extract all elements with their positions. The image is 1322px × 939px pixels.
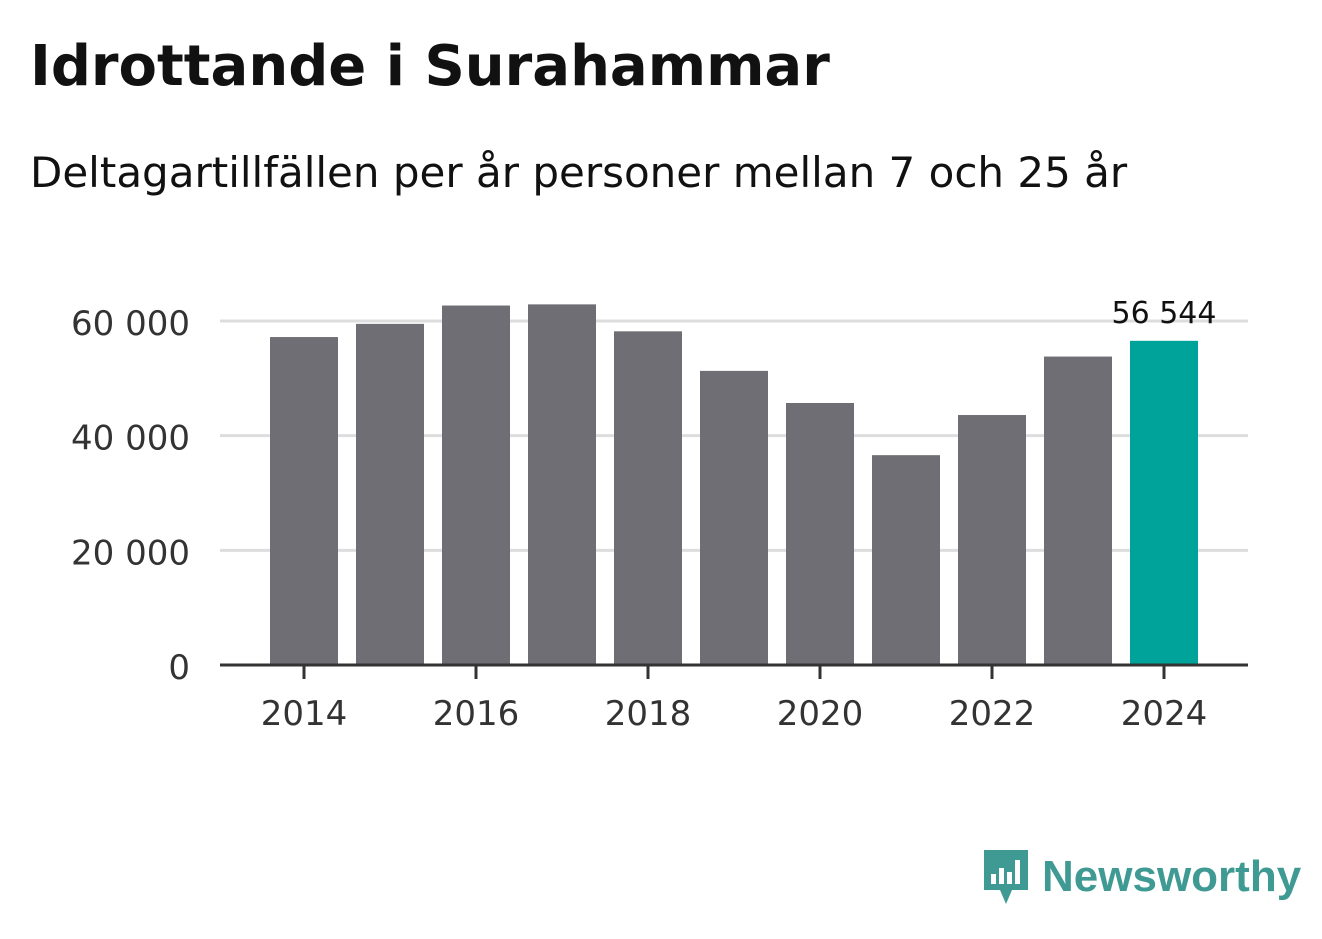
brand-logo: Newsworthy: [980, 846, 1301, 908]
bar: [1130, 340, 1198, 665]
chart-subtitle: Deltagartillfällen per år personer mella…: [30, 148, 1128, 197]
x-tick-label: 2014: [261, 694, 348, 734]
x-tick-label: 2018: [605, 694, 692, 734]
brand-name: Newsworthy: [1042, 852, 1302, 901]
y-tick-label: 20 000: [71, 533, 190, 573]
newsworthy-logo-icon: [984, 850, 1028, 904]
x-tick-label: 2024: [1121, 694, 1208, 734]
bar: [1044, 356, 1112, 665]
bar: [872, 455, 940, 665]
bar: [700, 370, 768, 665]
bar: [614, 331, 682, 665]
y-tick-label: 0: [168, 648, 190, 688]
bar: [270, 337, 338, 665]
x-tick-label: 2020: [777, 694, 864, 734]
data-label: 56 544: [1112, 296, 1217, 331]
chart-title: Idrottande i Surahammar: [30, 34, 830, 99]
bar: [786, 402, 854, 665]
y-tick-label: 40 000: [71, 419, 190, 459]
x-tick-label: 2016: [433, 694, 520, 734]
bar: [958, 415, 1026, 665]
bar: [528, 304, 596, 665]
bar: [356, 323, 424, 665]
x-tick-label: 2022: [949, 694, 1036, 734]
bar: [442, 305, 510, 665]
y-tick-label: 60 000: [71, 304, 190, 344]
